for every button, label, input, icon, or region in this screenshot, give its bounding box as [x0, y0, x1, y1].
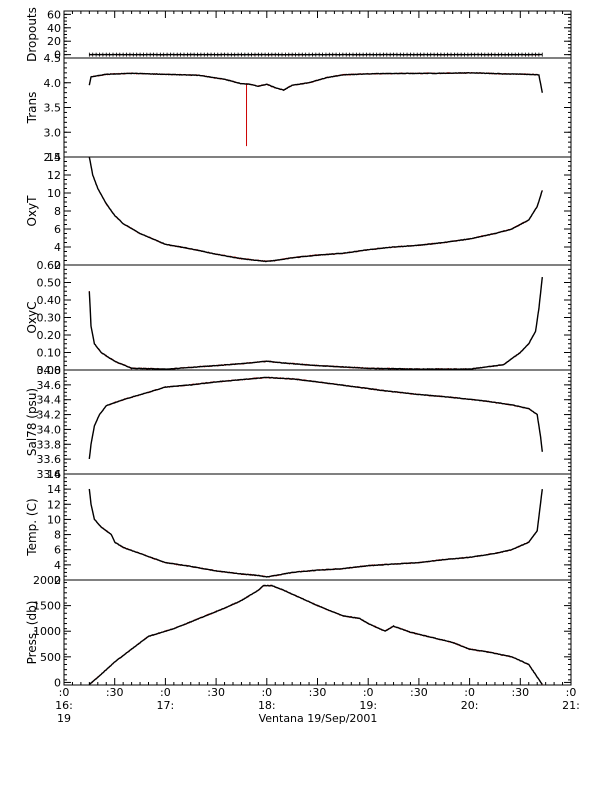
y-axis-label: Press. (db)	[25, 601, 39, 665]
y-axis-label: Temp. (C)	[25, 498, 39, 556]
series-line	[88, 584, 543, 685]
x-tick-label: 21:	[562, 699, 580, 712]
raw-series-line	[88, 489, 543, 578]
y-tick-label: 2	[54, 574, 61, 587]
x-axis-label: Ventana 19/Sep/2001	[259, 712, 378, 725]
y-tick-label: 0.50	[37, 277, 62, 290]
panel-frame	[63, 369, 572, 475]
y-tick-label: 33.8	[37, 438, 62, 451]
y-tick-label: 34.8	[37, 364, 62, 377]
panel-4: 33.4 33.6 33.8 34.034.2 34.4 34.6 34.8 Sal78 (p…	[25, 364, 572, 481]
y-tick-label: 40	[47, 22, 61, 35]
panel-frame	[63, 10, 572, 59]
y-tick-label: 33.6	[37, 453, 62, 466]
y-tick-label: 0.00	[37, 364, 62, 377]
panel-1: 2.5 3.0 3.5 4.0 4.5 Trans	[25, 52, 572, 164]
y-tick-label: 33.4	[37, 468, 62, 481]
y-tick-label: 2.5	[44, 151, 62, 164]
y-tick-label: 6	[54, 544, 61, 557]
y-tick-label: 20	[47, 35, 61, 48]
raw-series-line	[88, 277, 543, 370]
y-tick-label: 14	[47, 483, 61, 496]
y-axis-label: Dropouts	[25, 7, 39, 62]
x-axis: :016:19:30:017::30:018::30:019::30:020::…	[55, 11, 580, 725]
y-tick-label: 10	[47, 187, 61, 200]
y-axis-label: Trans	[25, 92, 39, 125]
x-tick-label: :30	[207, 686, 225, 699]
x-tick-label: :30	[309, 686, 327, 699]
y-tick-label: 2000	[33, 574, 61, 587]
panel-frame	[63, 156, 572, 266]
y-tick-label: 0.60	[37, 259, 62, 272]
series-line	[88, 277, 543, 370]
x-tick-label: :0	[261, 686, 272, 699]
series-line	[88, 488, 543, 578]
x-tick-label: 19:	[359, 699, 377, 712]
y-tick-label: 6	[54, 223, 61, 236]
y-tick-label: 0	[54, 676, 61, 689]
y-tick-label: 34.2	[37, 409, 62, 422]
y-tick-label: 0.40	[37, 294, 62, 307]
y-tick-label: 4	[54, 559, 61, 572]
series-line	[88, 157, 543, 263]
x-tick-label: 19	[57, 712, 71, 725]
y-tick-label: 34.6	[37, 379, 62, 392]
x-tick-label: 17:	[157, 699, 175, 712]
y-axis-label: Sal78 (psu)	[25, 388, 39, 456]
y-tick-label: 34.0	[37, 423, 62, 436]
y-tick-label: 16	[47, 468, 61, 481]
x-tick-label: 18:	[258, 699, 276, 712]
x-tick-label: 16:	[55, 699, 73, 712]
y-tick-label: 4.5	[44, 52, 62, 65]
y-tick-label: 34.4	[37, 394, 62, 407]
panel-frame	[63, 473, 572, 581]
y-tick-label: 8	[54, 205, 61, 218]
y-tick-label: 3.0	[44, 126, 62, 139]
panel-frame	[63, 579, 572, 686]
y-tick-label: 1500	[33, 600, 61, 613]
panel-6: 0 500 1000 1500 2000 Press. (db)	[25, 574, 572, 689]
raw-series-line	[88, 71, 543, 93]
panel-5: 2 4 6 8 10 12 14 16 Temp. (C)	[25, 468, 572, 587]
y-tick-label: 0.20	[37, 329, 62, 342]
y-tick-label: 12	[47, 169, 61, 182]
y-tick-label: 4.0	[44, 77, 62, 90]
raw-series-line	[88, 584, 543, 685]
panel-2: 2 4 6 8 10 12 14 OxyT	[25, 151, 572, 272]
y-tick-label: 500	[40, 651, 61, 664]
y-tick-label: 1000	[33, 625, 61, 638]
x-tick-label: :0	[566, 686, 577, 699]
y-tick-label: 0.30	[37, 312, 62, 325]
raw-series-line	[88, 157, 543, 263]
y-tick-label: 2	[54, 259, 61, 272]
chart-panels: 0204060Dropouts2.53.03.54.04.5Trans24681…	[25, 7, 572, 689]
series-line	[88, 376, 543, 459]
x-tick-label: :30	[511, 686, 529, 699]
panel-frame	[63, 264, 572, 371]
y-tick-label: 3.5	[44, 102, 62, 115]
x-tick-label: :0	[160, 686, 171, 699]
y-axis-label: OxyC	[25, 301, 39, 333]
x-tick-label: :30	[410, 686, 428, 699]
y-tick-label: 4	[54, 241, 61, 254]
x-tick-label: :0	[363, 686, 374, 699]
y-tick-label: 0	[54, 49, 61, 62]
x-tick-label: :0	[464, 686, 475, 699]
x-tick-label: 20:	[461, 699, 479, 712]
x-tick-label: :30	[106, 686, 124, 699]
series-line	[88, 72, 543, 93]
y-tick-label: 14	[47, 151, 61, 164]
y-axis-label: OxyT	[25, 195, 39, 227]
x-tick-label: :0	[59, 686, 70, 699]
y-tick-label: 8	[54, 529, 61, 542]
panel-3: 0.00 0.10 0.20 0.30 0.40 0.50 0.60 OxyC	[25, 259, 572, 377]
y-tick-label: 10	[47, 513, 61, 526]
y-tick-label: 12	[47, 498, 61, 511]
y-tick-label: 60	[47, 8, 61, 21]
y-tick-label: 0.10	[37, 347, 62, 360]
